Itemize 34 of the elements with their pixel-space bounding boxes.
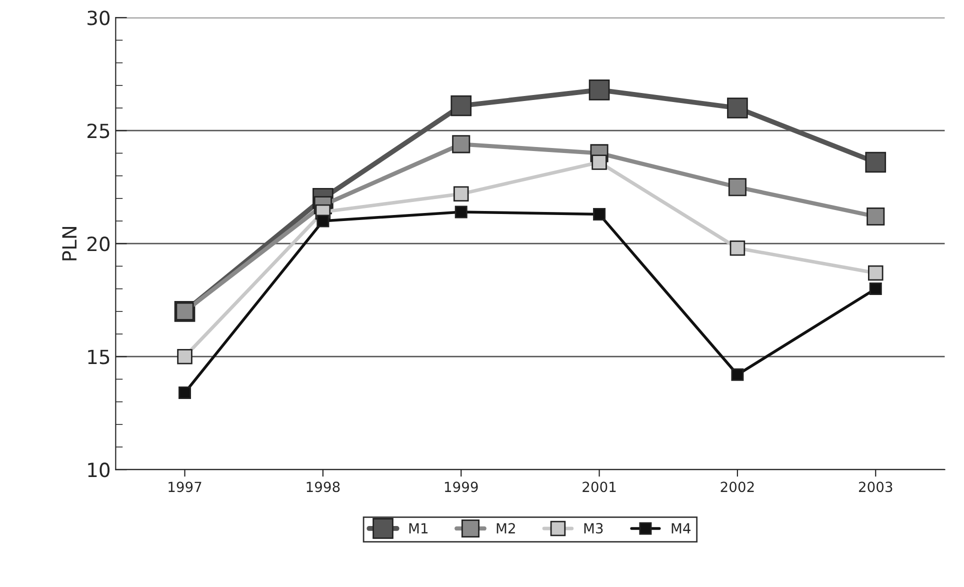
point bbox=[316, 214, 330, 228]
y-tick-label: 25 bbox=[88, 124, 110, 138]
point bbox=[177, 348, 192, 364]
y-tick-label: 15 bbox=[88, 350, 110, 364]
legend-label: M2 bbox=[496, 523, 515, 534]
x-tick-label: 1999 bbox=[444, 482, 478, 492]
x-tick-label: 2002 bbox=[720, 482, 754, 492]
point bbox=[728, 178, 746, 196]
y-axis-title: PLN bbox=[62, 226, 76, 260]
point bbox=[588, 80, 610, 100]
point bbox=[869, 282, 882, 296]
point bbox=[865, 152, 886, 173]
x-tick-label: 1997 bbox=[168, 482, 202, 492]
legend-label: M1 bbox=[409, 523, 428, 534]
legend-label: M3 bbox=[584, 523, 603, 534]
x-tick-label: 2003 bbox=[858, 482, 892, 492]
point bbox=[178, 386, 192, 400]
point bbox=[727, 98, 748, 118]
point bbox=[730, 240, 746, 256]
x-tick-label: 1998 bbox=[306, 482, 340, 492]
point bbox=[866, 207, 885, 226]
point bbox=[592, 154, 607, 170]
x-tick-label: 2001 bbox=[582, 482, 616, 492]
point bbox=[452, 135, 470, 154]
point bbox=[593, 208, 606, 220]
y-tick-label: 10 bbox=[88, 462, 110, 478]
y-tick-label: 20 bbox=[88, 236, 110, 252]
y-tick-label: 30 bbox=[88, 10, 110, 26]
point bbox=[868, 265, 884, 281]
point bbox=[453, 186, 469, 202]
point bbox=[454, 206, 468, 218]
point bbox=[731, 368, 744, 381]
point bbox=[450, 95, 472, 116]
legend-label: M4 bbox=[672, 523, 691, 534]
